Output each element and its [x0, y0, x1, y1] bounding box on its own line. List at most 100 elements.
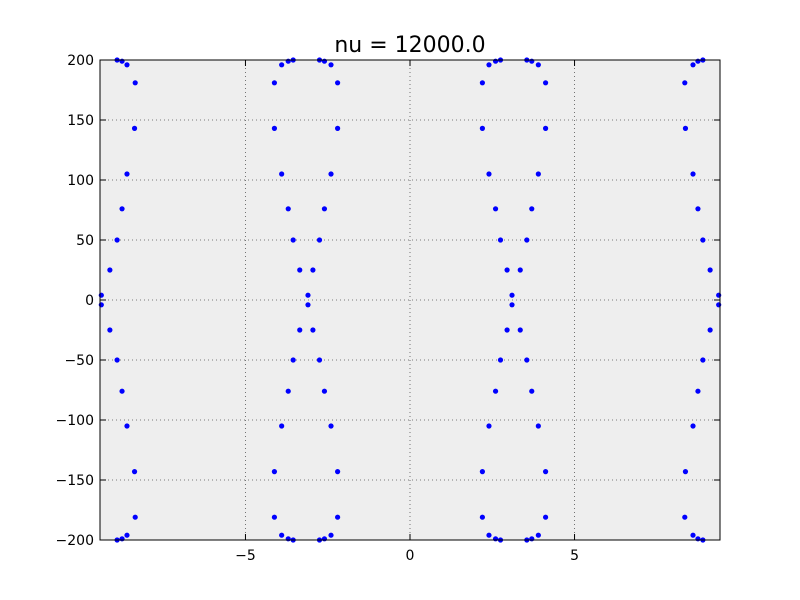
scatter-point	[310, 327, 316, 333]
scatter-point	[707, 267, 713, 273]
scatter-point	[529, 388, 535, 394]
scatter-point	[542, 80, 549, 86]
scatter-point	[271, 125, 278, 131]
scatter-point	[707, 327, 713, 333]
scatter-point	[716, 302, 722, 308]
y-tick-labels: −200 −150 −100 −50 0 50 100 150 200	[56, 53, 94, 549]
scatter-point	[119, 206, 125, 212]
scatter-points	[98, 57, 722, 543]
scatter-point	[107, 267, 113, 273]
scatter-point	[132, 80, 138, 86]
scatter-point	[124, 62, 130, 68]
y-tick-label: 200	[67, 53, 94, 69]
scatter-point	[285, 388, 291, 394]
scatter-point	[509, 302, 515, 308]
scatter-point	[497, 357, 504, 363]
scatter-point	[529, 206, 535, 212]
scatter-point	[290, 357, 296, 363]
y-tick-label: 150	[67, 113, 94, 129]
x-tick-label: −5	[235, 548, 256, 564]
scatter-point	[124, 423, 130, 429]
scatter-point	[131, 469, 138, 475]
scatter-point	[529, 536, 535, 542]
scatter-point	[124, 532, 130, 538]
x-tick-label: 0	[406, 548, 415, 564]
scatter-point	[335, 469, 341, 475]
scatter-point	[690, 62, 696, 68]
scatter-point	[509, 292, 515, 298]
scatter-point	[328, 532, 334, 538]
scatter-point	[271, 514, 278, 520]
scatter-point	[335, 125, 341, 131]
scatter-point	[690, 532, 696, 538]
scatter-point	[486, 62, 492, 68]
scatter-point	[119, 536, 125, 542]
x-tick-labels: −5 0 5	[235, 548, 579, 564]
scatter-point	[271, 469, 278, 475]
scatter-point	[524, 237, 530, 243]
scatter-point	[316, 357, 323, 363]
scatter-point	[335, 514, 341, 520]
scatter-point	[305, 292, 311, 298]
y-tick-label: 100	[67, 173, 94, 189]
scatter-point	[535, 171, 541, 177]
scatter-point	[310, 267, 316, 273]
scatter-point	[479, 125, 485, 131]
scatter-point	[695, 206, 701, 212]
scatter-point	[492, 388, 499, 394]
scatter-point	[504, 267, 510, 273]
scatter-point	[124, 171, 130, 177]
scatter-point	[279, 62, 285, 68]
scatter-point	[504, 327, 510, 333]
scatter-point	[328, 62, 334, 68]
scatter-point	[479, 80, 485, 86]
scatter-point	[290, 237, 296, 243]
scatter-point	[682, 469, 689, 475]
scatter-point	[542, 514, 549, 520]
scatter-point	[542, 125, 549, 131]
scatter-point	[492, 206, 499, 212]
y-tick-label: 50	[76, 233, 94, 249]
scatter-point	[517, 327, 523, 333]
scatter-point	[529, 58, 535, 64]
axis-ticks	[100, 59, 720, 541]
x-tick-label: 5	[570, 548, 579, 564]
scatter-point	[682, 125, 689, 131]
y-tick-label: −50	[64, 353, 94, 369]
scatter-point	[279, 423, 285, 429]
scatter-point	[517, 267, 523, 273]
scatter-point	[535, 62, 541, 68]
scatter-point	[321, 536, 328, 542]
y-tick-label: −100	[56, 413, 94, 429]
scatter-point	[132, 514, 138, 520]
scatter-point	[497, 237, 504, 243]
scatter-point	[321, 58, 328, 64]
scatter-point	[119, 58, 125, 64]
scatter-point	[524, 357, 530, 363]
scatter-point	[131, 125, 138, 131]
scatter-point	[700, 237, 706, 243]
scatter-point	[316, 237, 323, 243]
scatter-point	[279, 171, 285, 177]
y-tick-label: −150	[56, 473, 94, 489]
grid-lines	[100, 60, 720, 540]
scatter-point	[479, 514, 485, 520]
scatter-point	[486, 423, 492, 429]
scatter-point	[716, 292, 722, 298]
scatter-point	[695, 58, 701, 64]
scatter-point	[492, 58, 499, 64]
scatter-point	[492, 536, 499, 542]
scatter-point	[321, 388, 328, 394]
scatter-point	[535, 423, 541, 429]
scatter-point	[285, 206, 291, 212]
y-tick-label: −200	[56, 533, 94, 549]
scatter-point	[279, 532, 285, 538]
scatter-point	[479, 469, 485, 475]
y-tick-label: 0	[85, 293, 94, 309]
scatter-point	[119, 388, 125, 394]
scatter-point	[700, 357, 706, 363]
scatter-point	[114, 237, 120, 243]
chart-title: nu = 12000.0	[334, 33, 485, 58]
scatter-point	[285, 58, 291, 64]
